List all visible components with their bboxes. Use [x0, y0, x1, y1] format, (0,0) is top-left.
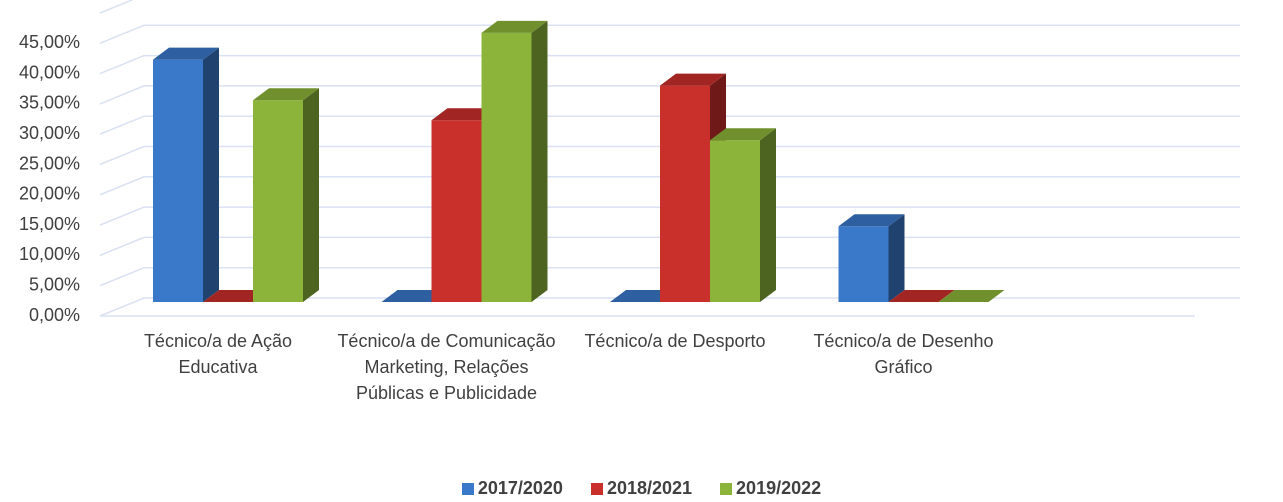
x-tick-label: Técnico/a de Desporto: [584, 331, 766, 351]
y-tick-label: 5,00%: [29, 274, 80, 294]
grid-line: [99, 145, 1240, 166]
bar: [381, 290, 448, 302]
bar-top: [431, 108, 498, 121]
y-tick-label: 25,00%: [19, 153, 80, 173]
bar: [938, 290, 1005, 302]
bar-side: [531, 20, 548, 302]
x-tick-label: Técnico/a de Comunicação Marketing, Rela…: [337, 331, 556, 403]
bar-side: [303, 88, 319, 303]
bar-top: [203, 290, 269, 302]
bar: [481, 20, 548, 302]
bar-front: [253, 100, 303, 303]
y-tick-label: 35,00%: [19, 93, 80, 113]
bar-front: [710, 140, 760, 302]
legend-label: 2018/2021: [606, 478, 693, 498]
bar-front: [431, 120, 482, 302]
grid-line: [99, 115, 1240, 135]
y-tick-label: 45,00%: [19, 32, 80, 52]
bar-top: [153, 47, 219, 60]
bar: [153, 47, 219, 302]
grid-line: [99, 54, 1240, 75]
legend-label: 2019/2022: [736, 478, 822, 498]
bar: [610, 290, 676, 302]
bar-top: [381, 290, 448, 302]
y-tick-label: 20,00%: [19, 184, 80, 204]
bar: [710, 128, 776, 302]
bar: [253, 88, 319, 303]
grid-line: [99, 85, 1240, 105]
bar: [838, 214, 905, 302]
bar-top: [938, 290, 1005, 302]
bar: [888, 290, 955, 302]
legend-item: 2017/2020: [461, 478, 563, 499]
legend: 2017/2020 2018/2021 2019/2022: [0, 478, 1283, 499]
wall-top: [99, 0, 134, 14]
grid-line: [99, 206, 1240, 226]
y-tick-label: 15,00%: [19, 214, 80, 234]
bar-front: [660, 85, 710, 303]
legend-item: 2019/2022: [720, 478, 821, 499]
y-tick-label: 10,00%: [19, 244, 80, 264]
legend-item: 2018/2021: [590, 478, 693, 499]
x-tick-label: Técnico/a de Desenho Gráfico: [813, 331, 994, 377]
legend-swatch: [590, 483, 603, 495]
bar-side: [888, 214, 905, 302]
legend-swatch: [461, 483, 474, 495]
bar-front: [153, 59, 203, 302]
bar-top: [838, 214, 905, 227]
bar-top: [481, 20, 548, 33]
bar-side: [760, 128, 776, 302]
bar-top: [888, 290, 955, 302]
bar-top: [660, 73, 726, 86]
bar-front: [481, 32, 532, 302]
x-tick-label: Técnico/a de Ação Educativa: [143, 331, 293, 377]
y-tick-label: 40,00%: [19, 62, 80, 82]
bar-top: [710, 128, 776, 141]
bar: [203, 290, 269, 302]
bar-front: [838, 226, 889, 302]
grid-line: [99, 176, 1240, 196]
y-tick-label: 0,00%: [29, 305, 80, 325]
grid-line: [99, 24, 1240, 44]
bar-top: [610, 290, 676, 302]
bar-top: [253, 88, 319, 101]
legend-swatch: [720, 483, 733, 495]
bar-side: [203, 47, 219, 302]
y-tick-label: 30,00%: [19, 123, 80, 143]
legend-label: 2017/2020: [477, 478, 563, 498]
